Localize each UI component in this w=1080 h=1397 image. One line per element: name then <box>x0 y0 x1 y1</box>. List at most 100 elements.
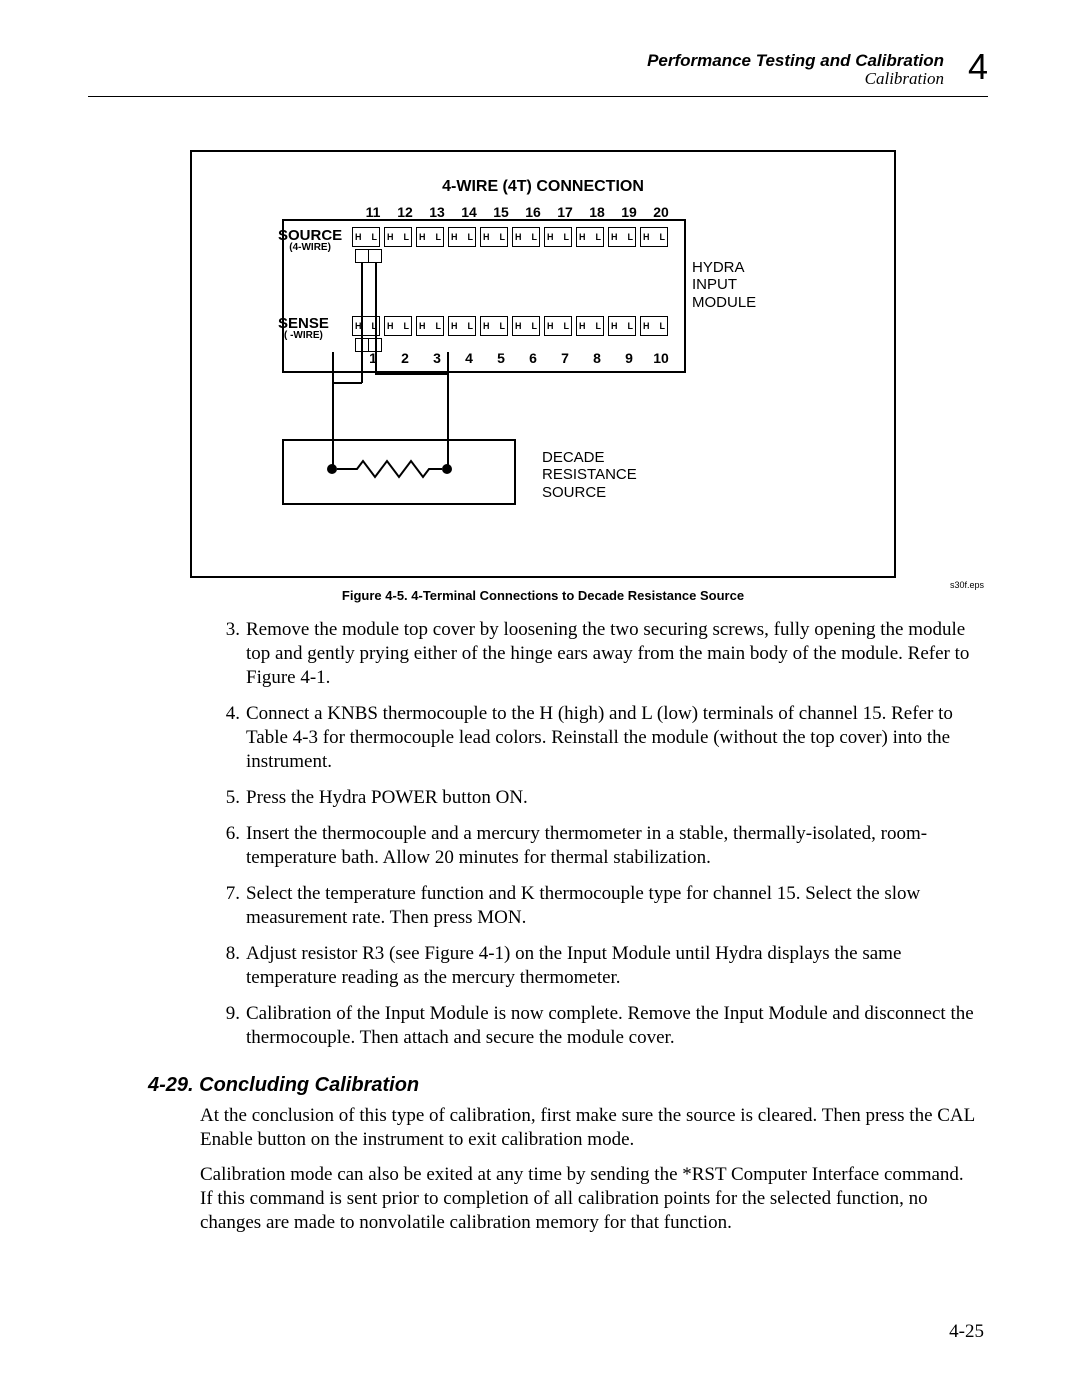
decade-line3: SOURCE <box>542 484 606 501</box>
terminal-dot-icon <box>327 464 337 474</box>
step-number: 7. <box>204 882 240 906</box>
terminal-cell: HL <box>576 316 604 336</box>
terminal-cell: HL <box>480 316 508 336</box>
decade-label: DECADE RESISTANCE SOURCE <box>542 449 637 501</box>
step-number: 9. <box>204 1002 240 1026</box>
terminal-cell: HL <box>416 316 444 336</box>
wire <box>361 263 363 383</box>
page: Performance Testing and Calibration Cali… <box>0 0 1080 1397</box>
figure-frame: 4-WIRE (4T) CONNECTION SOURCE (4-WIRE) S… <box>190 150 896 578</box>
header-title: Performance Testing and Calibration <box>647 52 944 70</box>
procedure-step: 8.Adjust resistor R3 (see Figure 4-1) on… <box>246 942 976 990</box>
procedure-step: 6.Insert the thermocouple and a mercury … <box>246 822 976 870</box>
terminal-cell: HL <box>640 227 668 247</box>
channel-number: 16 <box>517 204 549 220</box>
sense-label: SENSE ( -WIRE) <box>278 316 329 341</box>
channel-number: 5 <box>485 350 517 366</box>
channel-number: 6 <box>517 350 549 366</box>
terminal-cell: HL <box>512 227 540 247</box>
wire <box>332 382 362 384</box>
terminal-cell: HL <box>480 227 508 247</box>
terminal-cell: HL <box>576 227 604 247</box>
header-rule <box>88 96 988 97</box>
terminal-cell: HL <box>384 316 412 336</box>
wire <box>375 263 377 373</box>
step-text: Connect a KNBS thermocouple to the H (hi… <box>246 703 953 772</box>
step-text: Press the Hydra POWER button ON. <box>246 787 528 808</box>
procedure-step: 4.Connect a KNBS thermocouple to the H (… <box>246 702 976 773</box>
channel-number: 11 <box>357 204 389 220</box>
procedure-step: 7.Select the temperature function and K … <box>246 882 976 930</box>
decade-line2: RESISTANCE <box>542 466 637 483</box>
terminal-cell: HL <box>512 316 540 336</box>
figure-caption: Figure 4-5. 4-Terminal Connections to De… <box>190 588 896 603</box>
step-number: 6. <box>204 822 240 846</box>
channel-number: 10 <box>645 350 677 366</box>
top-terminal-row: HLHLHLHLHLHLHLHLHLHL <box>352 227 672 247</box>
channel-number: 2 <box>389 350 421 366</box>
step-text: Select the temperature function and K th… <box>246 883 920 928</box>
step-number: 8. <box>204 942 240 966</box>
source-label: SOURCE (4-WIRE) <box>278 228 342 253</box>
figure-title: 4-WIRE (4T) CONNECTION <box>192 178 894 196</box>
chapter-number: 4 <box>968 46 988 88</box>
step-number: 5. <box>204 786 240 810</box>
header-subtitle: Calibration <box>647 70 944 88</box>
wire <box>332 352 334 452</box>
terminal-cell: HL <box>352 227 380 247</box>
tee-connector-icon <box>368 249 382 263</box>
tee-connector-icon <box>355 249 369 263</box>
terminal-cell: HL <box>448 316 476 336</box>
terminal-cell: HL <box>608 316 636 336</box>
wire <box>361 382 363 383</box>
procedure-step: 3.Remove the module top cover by looseni… <box>246 618 976 689</box>
channel-number: 17 <box>549 204 581 220</box>
channel-number: 13 <box>421 204 453 220</box>
terminal-cell: HL <box>544 316 572 336</box>
bottom-terminal-row: HLHLHLHLHLHLHLHLHLHL <box>352 316 672 336</box>
wire <box>447 352 449 374</box>
step-text: Calibration of the Input Module is now c… <box>246 1003 974 1048</box>
step-number: 3. <box>204 618 240 642</box>
step-text: Adjust resistor R3 (see Figure 4-1) on t… <box>246 943 901 988</box>
terminal-cell: HL <box>608 227 636 247</box>
hydra-line1: HYDRA <box>692 259 745 276</box>
channel-number: 20 <box>645 204 677 220</box>
channel-number: 19 <box>613 204 645 220</box>
step-number: 4. <box>204 702 240 726</box>
decade-line1: DECADE <box>542 449 605 466</box>
sense-sublabel: ( -WIRE) <box>278 331 329 341</box>
terminal-cell: HL <box>640 316 668 336</box>
section-para-2: Calibration mode can also be exited at a… <box>200 1163 976 1234</box>
channel-number: 15 <box>485 204 517 220</box>
procedure-step: 5.Press the Hydra POWER button ON. <box>246 786 976 810</box>
channel-number: 12 <box>389 204 421 220</box>
hydra-label: HYDRA INPUT MODULE <box>692 259 756 311</box>
terminal-cell: HL <box>544 227 572 247</box>
hydra-line3: MODULE <box>692 294 756 311</box>
terminal-cell: HL <box>448 227 476 247</box>
channel-number: 7 <box>549 350 581 366</box>
terminal-cell: HL <box>416 227 444 247</box>
channel-number: 4 <box>453 350 485 366</box>
figure-eps-tag: s30f.eps <box>950 580 984 590</box>
section-heading: 4-29. Concluding Calibration <box>148 1074 419 1097</box>
procedure-step: 9.Calibration of the Input Module is now… <box>246 1002 976 1050</box>
channel-number: 18 <box>581 204 613 220</box>
terminal-dot-icon <box>442 464 452 474</box>
channel-number: 9 <box>613 350 645 366</box>
page-header: Performance Testing and Calibration Cali… <box>647 52 944 88</box>
channel-number: 14 <box>453 204 485 220</box>
bottom-channel-numbers: 12345678910 <box>357 350 677 366</box>
resistor-icon <box>337 459 442 479</box>
step-text: Remove the module top cover by loosening… <box>246 619 969 688</box>
hydra-line2: INPUT <box>692 276 737 293</box>
page-number: 4-25 <box>949 1321 984 1343</box>
wire <box>375 373 448 375</box>
step-text: Insert the thermocouple and a mercury th… <box>246 823 927 868</box>
source-sublabel: (4-WIRE) <box>278 243 342 253</box>
channel-number: 8 <box>581 350 613 366</box>
section-para-1: At the conclusion of this type of calibr… <box>200 1104 976 1152</box>
top-channel-numbers: 11121314151617181920 <box>357 204 677 220</box>
terminal-cell: HL <box>384 227 412 247</box>
